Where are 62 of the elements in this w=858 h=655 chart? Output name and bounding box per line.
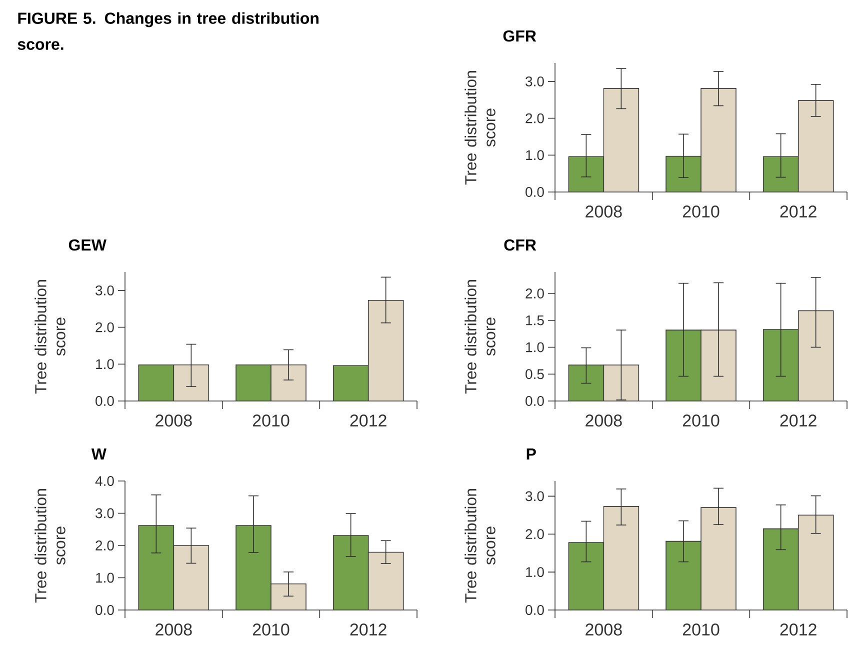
bar (138, 525, 174, 610)
bar (798, 100, 834, 192)
y-tick-label: 1.0 (526, 342, 544, 352)
y-tick-label: 3.0 (526, 76, 544, 86)
x-tick-label: 2010 (682, 206, 720, 218)
chart-title: GFR (503, 30, 536, 42)
x-tick-label: 2010 (682, 414, 720, 427)
bar (700, 88, 736, 192)
bar (603, 88, 640, 192)
x-tick-label: 2010 (682, 624, 720, 636)
bar (270, 364, 306, 401)
y-tick-label: 1.0 (96, 359, 114, 370)
chart-title: P (526, 448, 536, 460)
bar (368, 552, 404, 610)
y-tick-label: 0.0 (526, 187, 544, 197)
y-tick-label: 4.0 (95, 476, 114, 486)
bar (173, 545, 210, 610)
y-axis-title: Tree distribution score (464, 280, 496, 394)
y-tick-label: 2.0 (526, 529, 544, 540)
y-tick-label: 0.0 (526, 605, 544, 615)
y-tick-label: 3.0 (526, 491, 544, 502)
x-tick-label: 2008 (156, 414, 192, 427)
chart-title: CFR (504, 239, 536, 251)
chart-title: GEW (68, 239, 106, 251)
y-tick-label: 0.0 (526, 396, 544, 406)
bar (270, 583, 306, 610)
y-tick-label: 1.5 (526, 315, 544, 326)
y-tick-label: 2.0 (96, 540, 114, 550)
y-axis-title: Tree distribution score (464, 71, 496, 185)
x-tick-label: 2010 (252, 624, 290, 636)
bar (236, 525, 272, 610)
chart-title: W (91, 448, 106, 460)
y-tick-label: 0.0 (96, 605, 114, 615)
x-tick-label: 2008 (586, 414, 622, 427)
x-tick-label: 2008 (156, 624, 192, 636)
x-tick-label: 2010 (252, 414, 290, 427)
x-tick-label: 2012 (350, 414, 386, 427)
bar (332, 365, 369, 401)
y-tick-label: 2.0 (526, 288, 544, 298)
x-tick-label: 2008 (586, 624, 622, 636)
y-tick-label: 1.0 (526, 567, 544, 578)
y-tick-label: 1.0 (96, 572, 114, 583)
y-tick-label: 3.0 (96, 508, 114, 518)
x-tick-label: 2012 (780, 624, 816, 636)
y-tick-label: 1.0 (526, 150, 544, 160)
y-axis-title: Tree distribution score (34, 489, 66, 603)
x-tick-label: 2012 (780, 206, 816, 218)
bar (332, 535, 369, 610)
y-tick-label: 0.0 (96, 396, 114, 406)
bar (138, 364, 174, 401)
y-tick-label: 2.0 (526, 113, 544, 124)
bar (236, 364, 272, 401)
x-tick-label: 2012 (780, 414, 816, 427)
caption: FIGURE 5. Changes in tree distribution score. (18, 12, 318, 50)
y-tick-label: 2.0 (96, 322, 114, 332)
x-tick-label: 2012 (350, 624, 386, 636)
x-tick-label: 2008 (586, 206, 622, 218)
bar (368, 300, 404, 401)
y-axis-title: Tree distribution score (34, 280, 66, 394)
y-tick-label: 0.5 (526, 369, 544, 380)
y-tick-label: 3.0 (96, 285, 114, 296)
y-axis-title: Tree distribution score (464, 489, 496, 603)
